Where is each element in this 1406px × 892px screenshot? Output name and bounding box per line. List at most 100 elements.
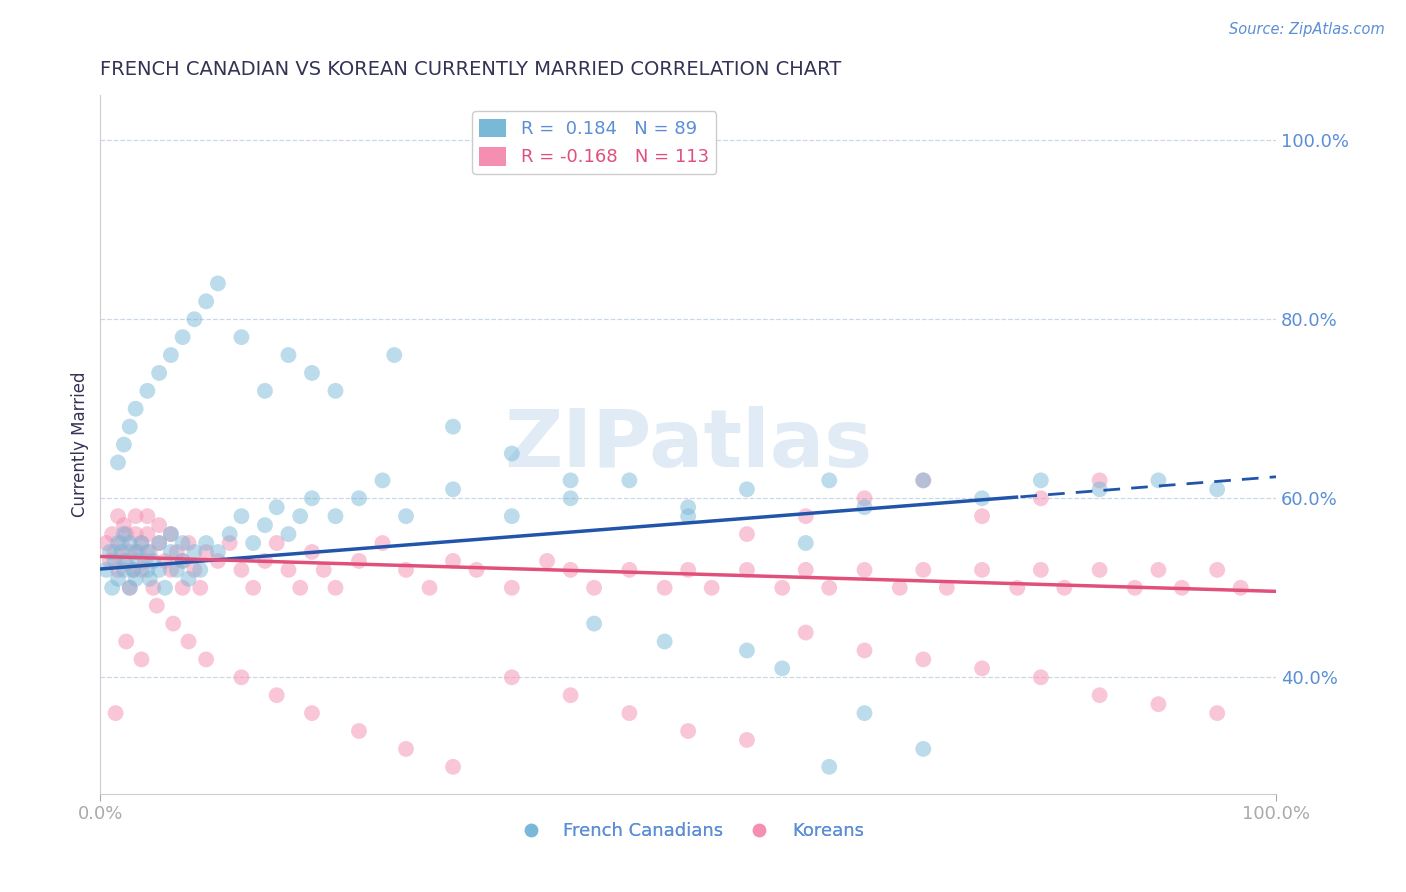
Point	[253, 554, 276, 568]
Point	[112, 518, 135, 533]
Point	[148, 366, 170, 380]
Point	[560, 474, 582, 488]
Point	[619, 474, 641, 488]
Point	[1088, 483, 1111, 497]
Point	[107, 563, 129, 577]
Point	[970, 491, 993, 506]
Point	[654, 634, 676, 648]
Point	[853, 706, 876, 720]
Point	[110, 545, 132, 559]
Text: Source: ZipAtlas.com: Source: ZipAtlas.com	[1229, 22, 1385, 37]
Point	[266, 536, 288, 550]
Point	[1147, 563, 1170, 577]
Point	[912, 652, 935, 666]
Point	[735, 563, 758, 577]
Point	[160, 545, 183, 559]
Point	[188, 563, 211, 577]
Point	[118, 545, 141, 559]
Point	[207, 277, 229, 291]
Point	[676, 724, 699, 739]
Point	[465, 563, 488, 577]
Point	[148, 536, 170, 550]
Point	[242, 581, 264, 595]
Point	[118, 581, 141, 595]
Point	[290, 509, 312, 524]
Point	[441, 419, 464, 434]
Point	[912, 474, 935, 488]
Point	[912, 563, 935, 577]
Point	[153, 581, 176, 595]
Point	[104, 706, 127, 720]
Point	[676, 500, 699, 515]
Point	[96, 563, 118, 577]
Point	[118, 536, 141, 550]
Point	[1029, 491, 1052, 506]
Point	[110, 536, 132, 550]
Point	[266, 500, 288, 515]
Point	[912, 742, 935, 756]
Point	[654, 581, 676, 595]
Point	[418, 581, 440, 595]
Point	[195, 294, 218, 309]
Point	[107, 509, 129, 524]
Point	[172, 330, 194, 344]
Point	[501, 670, 523, 684]
Point	[371, 474, 394, 488]
Point	[1147, 474, 1170, 488]
Point	[770, 581, 793, 595]
Point	[136, 545, 159, 559]
Point	[441, 483, 464, 497]
Point	[1206, 483, 1229, 497]
Point	[177, 634, 200, 648]
Point	[277, 527, 299, 541]
Point	[1229, 581, 1251, 595]
Point	[266, 688, 288, 702]
Point	[735, 527, 758, 541]
Point	[142, 554, 165, 568]
Point	[347, 491, 370, 506]
Point	[136, 527, 159, 541]
Point	[970, 661, 993, 675]
Point	[441, 760, 464, 774]
Point	[118, 581, 141, 595]
Point	[148, 536, 170, 550]
Point	[127, 554, 149, 568]
Point	[536, 554, 558, 568]
Point	[231, 509, 253, 524]
Point	[136, 509, 159, 524]
Point	[853, 643, 876, 657]
Legend: French Canadians, Koreans: French Canadians, Koreans	[505, 815, 872, 847]
Point	[676, 563, 699, 577]
Point	[195, 652, 218, 666]
Point	[935, 581, 957, 595]
Point	[112, 437, 135, 451]
Point	[124, 509, 146, 524]
Point	[177, 572, 200, 586]
Point	[1206, 706, 1229, 720]
Point	[253, 518, 276, 533]
Point	[131, 536, 153, 550]
Point	[207, 554, 229, 568]
Point	[1206, 563, 1229, 577]
Point	[118, 419, 141, 434]
Point	[103, 545, 125, 559]
Point	[290, 581, 312, 595]
Point	[912, 474, 935, 488]
Point	[301, 706, 323, 720]
Point	[1029, 670, 1052, 684]
Point	[277, 348, 299, 362]
Point	[148, 563, 170, 577]
Point	[700, 581, 723, 595]
Point	[501, 446, 523, 460]
Point	[122, 563, 145, 577]
Point	[142, 581, 165, 595]
Point	[970, 563, 993, 577]
Point	[177, 536, 200, 550]
Point	[107, 455, 129, 469]
Point	[619, 563, 641, 577]
Point	[136, 563, 159, 577]
Point	[138, 545, 160, 559]
Point	[107, 572, 129, 586]
Point	[735, 733, 758, 747]
Point	[103, 554, 125, 568]
